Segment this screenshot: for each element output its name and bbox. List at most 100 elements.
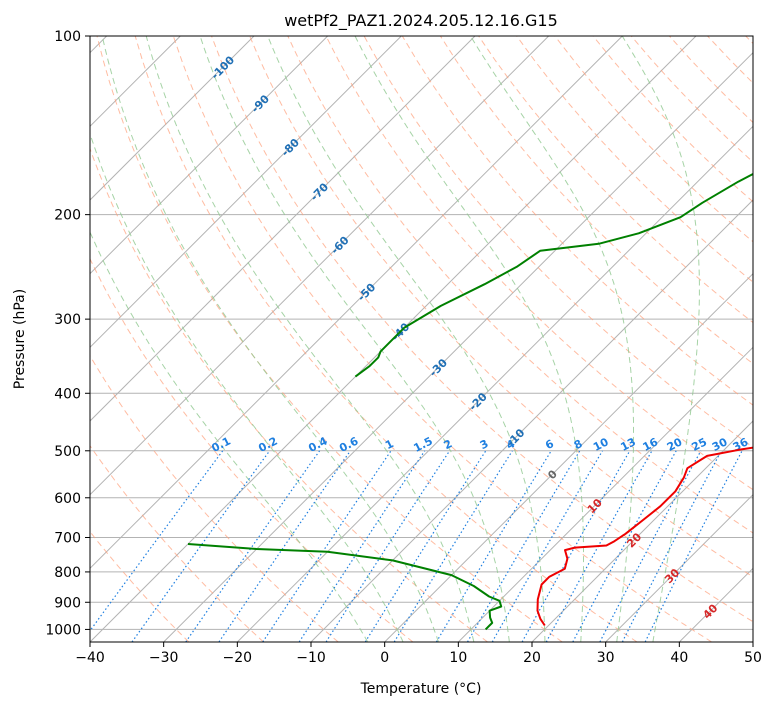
moist-adiabat	[90, 230, 369, 642]
x-tick-label: 20	[523, 650, 541, 666]
y-tick-label: 1000	[45, 622, 81, 638]
moist-adiabat	[90, 132, 404, 642]
dry-adiabat	[96, 36, 563, 642]
y-tick-label: 800	[54, 565, 81, 581]
mixing-ratio-label: 0.6	[337, 434, 361, 455]
y-tick-label: 500	[54, 444, 81, 460]
mixing-ratio-line	[644, 450, 743, 642]
isotherm-line	[678, 567, 753, 642]
moist-adiabat	[267, 36, 546, 642]
moist-adiabat	[145, 36, 475, 642]
mixing-ratio-label: 13	[618, 435, 638, 454]
mixing-ratio-line	[364, 450, 487, 642]
dry-adiabat	[90, 147, 488, 642]
mixing-ratio-line	[572, 450, 677, 642]
y-tick-label: 100	[54, 29, 81, 45]
isotherm-line	[310, 199, 753, 642]
mixing-ratio-line	[325, 450, 451, 642]
dry-adiabat	[592, 36, 753, 203]
axis-ticks: −40 −30 −20 −10 0 10 20 30 40 50 1000 900 800 700 600 5…	[45, 29, 762, 666]
dry-adiabat	[554, 36, 753, 243]
isotherm-line	[457, 346, 753, 642]
x-tick-label: 10	[449, 650, 467, 666]
isotherm-line	[90, 36, 623, 570]
mixing-ratio-label: 20	[665, 435, 685, 454]
dry-adiabat	[90, 530, 190, 642]
moist-adiabat	[354, 36, 584, 642]
moist-adiabat	[469, 36, 634, 642]
mixing-ratio-line	[90, 450, 224, 632]
isotherm-line	[236, 125, 753, 642]
dry-adiabat	[90, 354, 339, 642]
mixing-ratio-line	[185, 450, 321, 642]
mixing-ratio-label: 1.5	[412, 434, 435, 454]
dewpoint-profile	[354, 172, 753, 378]
isotherm-line	[90, 36, 329, 275]
x-axis-label: Temperature (°C)	[360, 681, 482, 697]
mixing-ratio-line	[435, 450, 552, 642]
dry-adiabat	[516, 36, 753, 283]
mixing-ratio-line	[262, 450, 392, 642]
isotherm-line	[90, 36, 476, 422]
mixing-ratio-label: 1	[383, 437, 396, 452]
plot-area: 0.1 0.2 0.4 0.6 1 1.5 2 3 4 6 8 10 13 16 20 25 30 36-100-…	[90, 36, 753, 642]
plot-frame	[89, 35, 754, 643]
isotherm-line	[752, 641, 753, 642]
mixing-ratio-line	[599, 450, 702, 642]
dry-adiabat	[439, 36, 753, 365]
chart-title: wetPf2_PAZ1.2024.205.12.16.G15	[284, 11, 558, 31]
x-tick-label: 50	[744, 650, 762, 666]
mixing-ratio-label: 10	[591, 435, 611, 454]
y-tick-label: 600	[54, 491, 81, 507]
dry-adiabat	[90, 257, 414, 642]
mixing-ratio-label: 3	[478, 437, 491, 452]
mixing-ratio-label: 16	[641, 435, 661, 454]
dry-adiabat	[249, 36, 753, 578]
x-tick-label: 40	[670, 650, 688, 666]
isotherm-line	[163, 51, 753, 642]
isotherm-line	[90, 36, 402, 349]
x-tick-label: 0	[380, 650, 389, 666]
dry-adiabat	[669, 36, 753, 124]
dry-adiabat	[172, 36, 712, 642]
x-tick-label: 30	[597, 650, 615, 666]
x-tick-label: −10	[296, 650, 326, 666]
isotherm-line	[531, 420, 753, 642]
x-tick-label: −30	[149, 650, 179, 666]
mixing-ratio-label: 0.4	[306, 434, 330, 455]
y-tick-label: 700	[54, 531, 81, 547]
isotherm-line	[384, 272, 753, 642]
y-tick-label: 400	[54, 386, 81, 402]
y-tick-label: 300	[54, 312, 81, 328]
mixing-ratio-label: 25	[689, 435, 709, 454]
isotherm-line	[90, 36, 550, 496]
dry-adiabat	[211, 36, 753, 623]
moist-adiabat	[621, 36, 700, 642]
mixing-ratio-line	[218, 450, 351, 642]
dry-adiabat	[745, 36, 753, 45]
x-tick-label: −20	[223, 650, 253, 666]
mixing-ratio-label: 30	[710, 435, 730, 454]
mixing-ratio-line	[545, 450, 653, 642]
x-tick-label: −40	[75, 650, 105, 666]
y-tick-label: 900	[54, 595, 81, 611]
mixing-ratio-label: 2	[442, 437, 455, 452]
y-tick-label: 200	[54, 208, 81, 224]
dry-adiabat	[707, 36, 753, 84]
dry-adiabat	[325, 36, 753, 491]
dry-adiabat	[134, 36, 638, 642]
moist-adiabat	[101, 36, 439, 642]
isotherm-label: -100	[209, 53, 238, 82]
mixing-ratio-label: 6	[543, 437, 556, 452]
mixing-ratio-line	[131, 450, 271, 642]
dry-adiabat	[287, 36, 753, 534]
temperature-profile	[536, 446, 753, 627]
dewpoint-profile	[187, 543, 503, 631]
mixing-ratio-line	[298, 450, 426, 642]
moist-adiabat	[199, 36, 510, 642]
isotherm-line	[90, 36, 255, 201]
dry-adiabat	[90, 444, 264, 642]
mixing-ratio-label: 0.1	[210, 434, 233, 454]
isotherm-line	[605, 493, 753, 642]
